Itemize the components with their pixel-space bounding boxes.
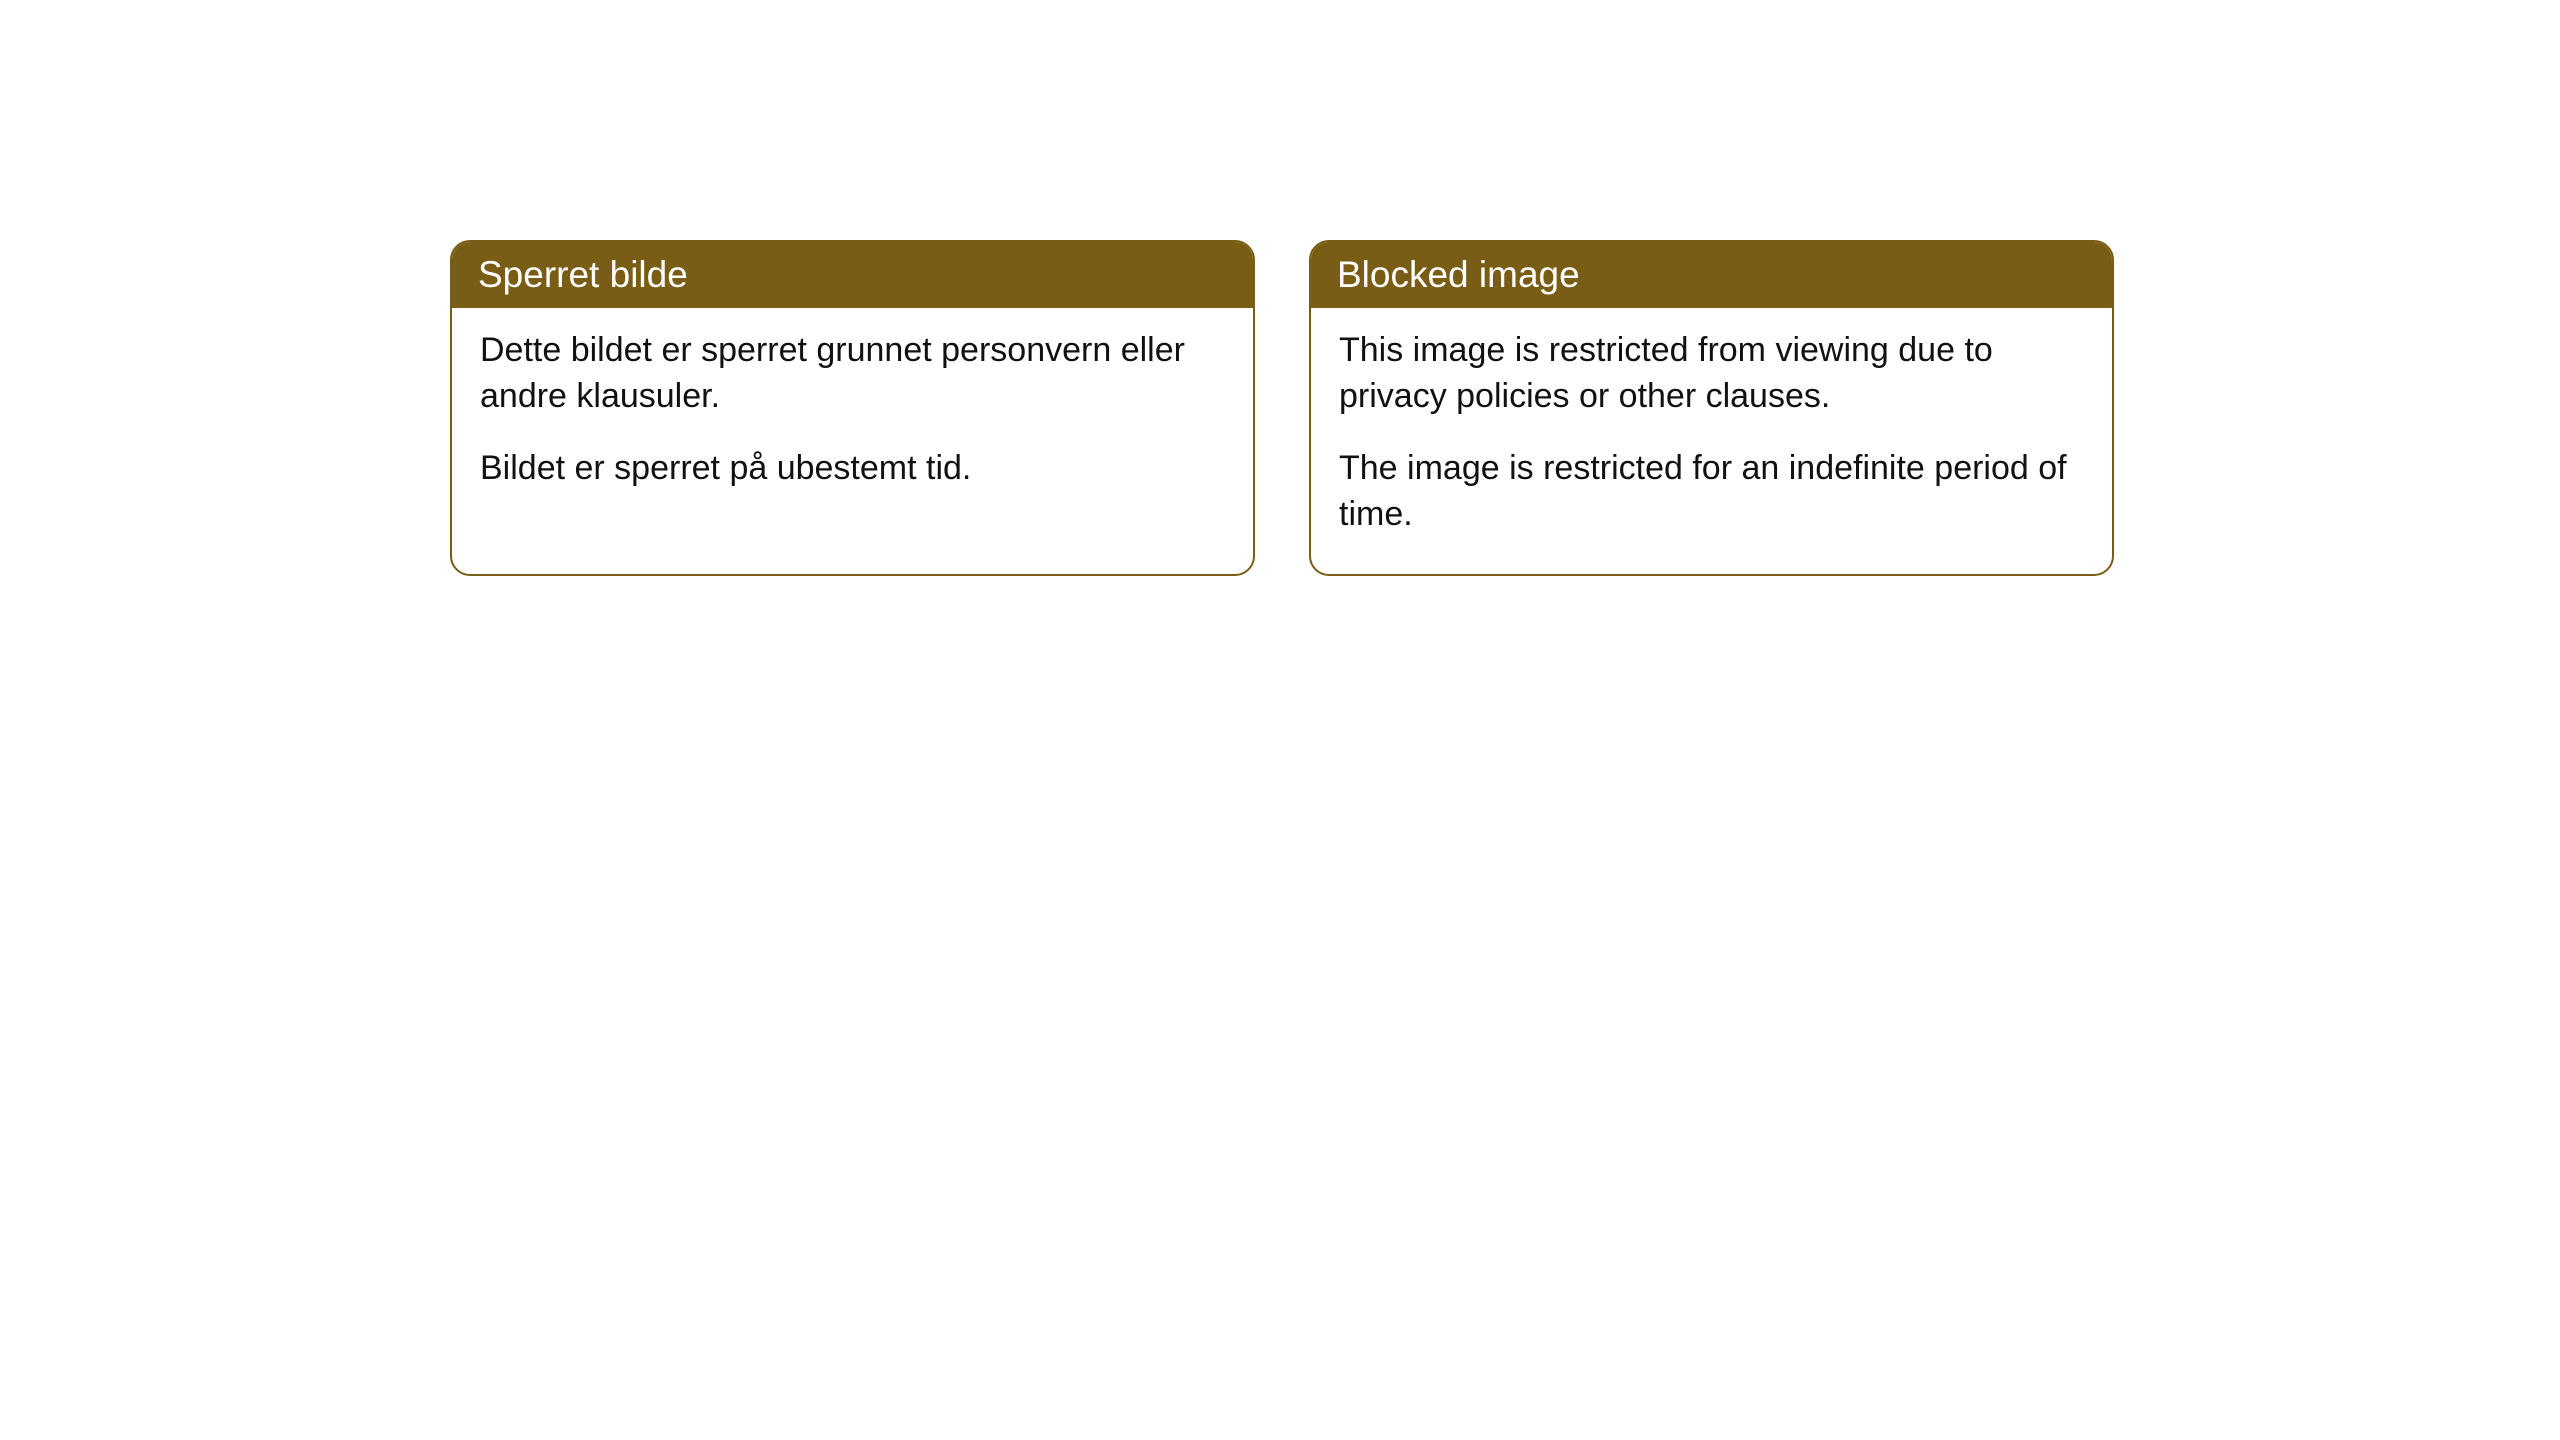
card-paragraph: This image is restricted from viewing du… xyxy=(1339,328,2084,420)
notice-cards-container: Sperret bilde Dette bildet er sperret gr… xyxy=(450,240,2560,576)
card-paragraph: Dette bildet er sperret grunnet personve… xyxy=(480,328,1225,420)
card-paragraph: Bildet er sperret på ubestemt tid. xyxy=(480,446,1225,492)
card-paragraph: The image is restricted for an indefinit… xyxy=(1339,446,2084,538)
card-body: This image is restricted from viewing du… xyxy=(1311,308,2112,574)
notice-card-english: Blocked image This image is restricted f… xyxy=(1309,240,2114,576)
card-body: Dette bildet er sperret grunnet personve… xyxy=(452,308,1253,528)
card-header: Sperret bilde xyxy=(452,242,1253,308)
notice-card-norwegian: Sperret bilde Dette bildet er sperret gr… xyxy=(450,240,1255,576)
card-header: Blocked image xyxy=(1311,242,2112,308)
